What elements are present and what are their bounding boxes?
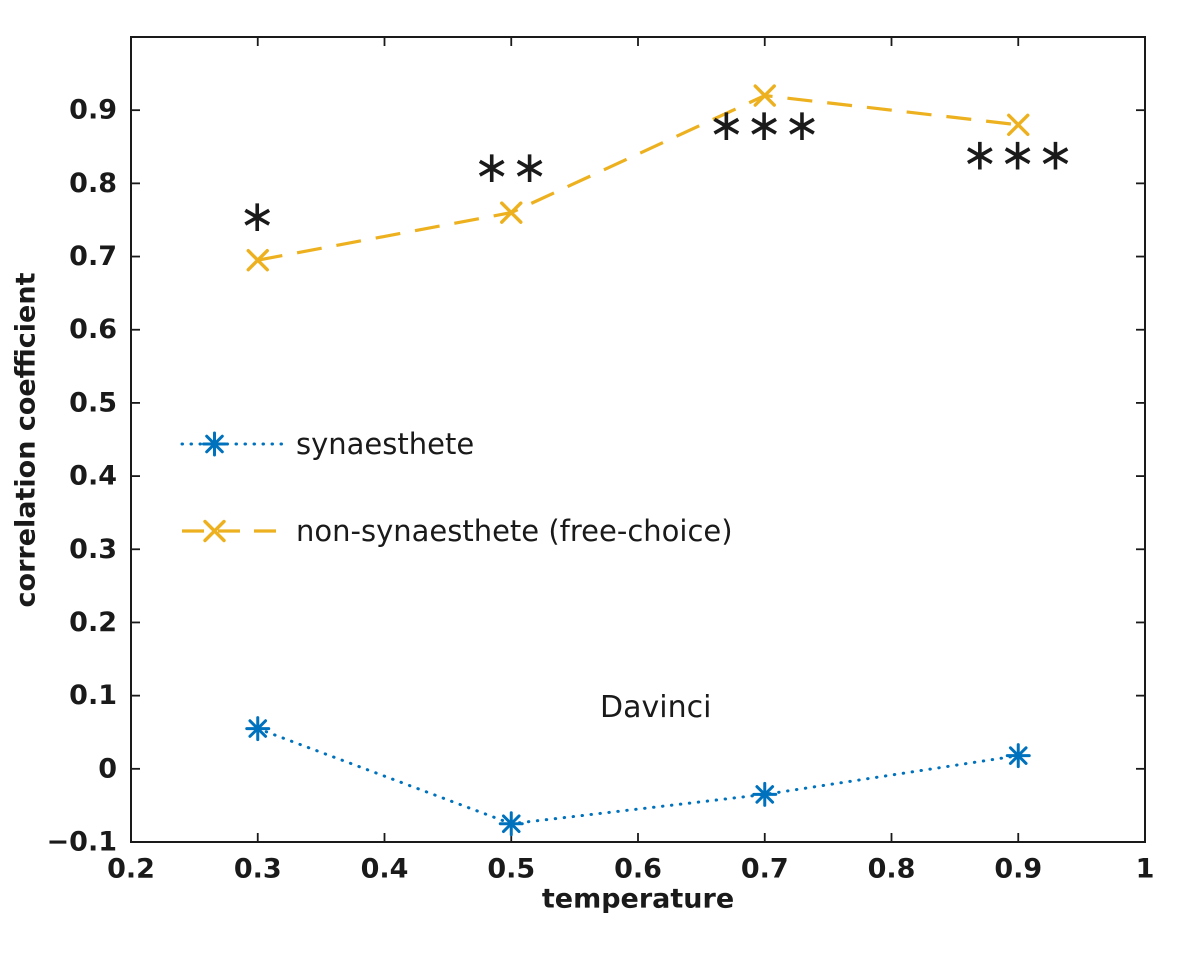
asterisk-marker — [248, 719, 268, 738]
asterisk-marker — [501, 814, 521, 834]
asterisk-marker — [755, 785, 775, 804]
x-tick-label: 0.2 — [107, 854, 155, 885]
x-tick-label: 0.9 — [994, 854, 1042, 885]
x-tick-label: 0.4 — [361, 854, 409, 885]
series-synaesthete — [245, 716, 1031, 837]
x-tick-label: 0.5 — [487, 854, 535, 885]
y-tick-label: 0.2 — [69, 607, 117, 638]
x-tick-label: 0.8 — [868, 854, 916, 885]
series-line — [257, 93, 1019, 262]
significance-annotation: ∗ — [239, 191, 277, 242]
x-marker — [203, 519, 226, 543]
y-tick-label: 0.5 — [69, 387, 117, 418]
legend-entry-label: non-synaesthete (free-choice) — [296, 514, 733, 548]
x-marker — [1007, 113, 1030, 137]
series-non-synaesthete-free-choice — [246, 84, 1030, 272]
significance-annotation: ∗∗∗ — [708, 100, 822, 151]
y-tick-label: 0.1 — [69, 680, 117, 711]
y-axis-label: correlation coefficient — [11, 272, 42, 607]
x-axis: 0.2 0.3 0.4 0.5 0.6 0.7 0.8 0.9 1 — [107, 37, 1154, 885]
y-tick-label: 0 — [98, 753, 117, 784]
x-marker — [246, 249, 269, 272]
y-tick-label: 0.4 — [69, 461, 117, 492]
x-tick-label: 0.3 — [234, 854, 282, 885]
y-tick-label: 0.7 — [69, 241, 117, 272]
x-tick-label: 0.7 — [741, 854, 789, 885]
x-marker — [753, 84, 776, 107]
y-tick-label: −0.1 — [47, 827, 117, 858]
x-axis-label: temperature — [542, 884, 734, 915]
legend-entry: synaesthete — [180, 427, 474, 461]
series-line — [256, 727, 1020, 826]
asterisk-marker — [205, 434, 224, 454]
x-marker — [500, 201, 523, 224]
x-tick-label: 1 — [1136, 854, 1155, 885]
legend: synaesthete non-synaesthete (free-choice) — [180, 427, 733, 548]
significance-annotation: ∗∗ — [473, 142, 549, 193]
davinci-annotation: Davinci — [600, 690, 711, 725]
y-tick-label: 0.6 — [69, 314, 117, 345]
y-tick-label: 0.8 — [69, 168, 117, 199]
legend-entry-label: synaesthete — [296, 427, 474, 461]
asterisk-marker — [1008, 746, 1028, 765]
y-tick-label: 0.9 — [69, 95, 117, 126]
x-tick-label: 0.6 — [614, 854, 662, 885]
legend-entry: non-synaesthete (free-choice) — [182, 514, 733, 548]
y-axis: −0.1 0 0.1 0.2 0.3 0.4 0.5 0.6 0.7 0.8 0.9 — [47, 95, 1145, 858]
significance-annotation: ∗∗∗ — [961, 129, 1075, 180]
y-tick-label: 0.3 — [69, 534, 117, 565]
